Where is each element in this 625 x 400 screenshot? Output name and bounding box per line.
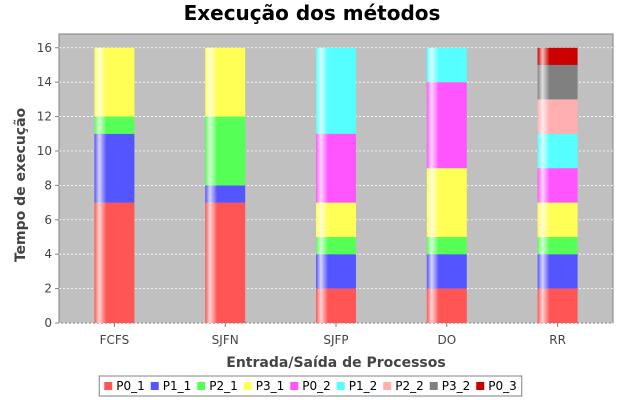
y-tick-label: 6 bbox=[44, 213, 52, 227]
legend-swatch bbox=[197, 382, 206, 390]
bar-segment-p2-1-sjfp bbox=[316, 236, 356, 255]
bar-segment-p1-1-fcfs bbox=[94, 133, 135, 203]
legend-item-label: P3_1 bbox=[256, 379, 285, 393]
bar-segment-p2-2-rr bbox=[537, 99, 578, 134]
bar-segment-p2-1-rr bbox=[537, 236, 578, 255]
legend-swatch bbox=[383, 382, 392, 390]
bar-segment-p0-3-rr bbox=[537, 47, 578, 65]
bar-segment-p3-2-rr bbox=[537, 64, 578, 100]
y-tick-label: 16 bbox=[37, 41, 52, 55]
legend-item-label: P2_1 bbox=[209, 379, 238, 393]
bar-segment-p3-1-rr bbox=[537, 202, 578, 237]
legend-swatch bbox=[429, 382, 438, 390]
y-tick-label: 2 bbox=[44, 282, 52, 296]
legend-item-label: P0_1 bbox=[116, 379, 145, 393]
bar-segment-p1-1-sjfp bbox=[316, 254, 356, 289]
y-tick-label: 0 bbox=[44, 316, 52, 330]
bar-segment-p0-2-do bbox=[426, 82, 467, 169]
bar-segment-p0-2-sjfp bbox=[316, 133, 356, 203]
bars bbox=[94, 47, 578, 323]
bar-segment-p1-2-rr bbox=[537, 133, 578, 169]
bar-segment-p3-1-do bbox=[426, 168, 467, 237]
legend-swatch bbox=[290, 382, 299, 390]
legend-item-label: P0_3 bbox=[488, 379, 517, 393]
legend-swatch bbox=[243, 382, 252, 390]
y-tick-label: 8 bbox=[44, 178, 52, 192]
legend-swatch bbox=[476, 382, 485, 390]
legend: P0_1 P1_1 P2_1 P3_1 P0_2 P1_2 P2_2 P3_2 P0_3 bbox=[98, 375, 523, 397]
y-axis-label: Tempo de execução bbox=[13, 107, 29, 262]
x-tick-label: RR bbox=[549, 333, 566, 347]
bar-segment-p2-1-sjfn bbox=[205, 116, 246, 186]
x-tick-label: DO bbox=[437, 333, 456, 347]
legend-swatch bbox=[150, 382, 159, 390]
bar-segment-p2-1-do bbox=[426, 236, 467, 255]
bar-segment-p1-2-sjfp bbox=[316, 47, 356, 134]
x-tick-label: SJFP bbox=[323, 333, 348, 347]
y-tick-label: 14 bbox=[37, 75, 52, 89]
y-tick-label: 4 bbox=[44, 247, 52, 261]
x-tick-label: SJFN bbox=[212, 333, 239, 347]
y-axis-ticks: 0 2 4 6 8 10 12 14 16 bbox=[37, 41, 59, 330]
bar-segment-p0-1-do bbox=[426, 288, 467, 323]
chart-title: Execução dos métodos bbox=[184, 1, 441, 25]
bar-segment-p0-2-rr bbox=[537, 168, 578, 203]
legend-item-label: P1_2 bbox=[349, 379, 378, 393]
bar-segment-p0-1-fcfs bbox=[94, 202, 135, 323]
x-axis-ticks: FCFS SJFN SJFP DO RR bbox=[100, 323, 566, 347]
bar-segment-p3-1-fcfs bbox=[94, 47, 135, 117]
legend-item-label: P0_2 bbox=[302, 379, 331, 393]
legend-item-label: P2_2 bbox=[395, 379, 424, 393]
bar-segment-p3-1-sjfn bbox=[205, 47, 246, 117]
x-tick-label: FCFS bbox=[100, 333, 130, 347]
bar-segment-p0-1-sjfp bbox=[316, 288, 356, 323]
bar-segment-p0-1-sjfn bbox=[205, 202, 246, 323]
bar-segment-p2-1-fcfs bbox=[94, 116, 135, 134]
y-tick-label: 10 bbox=[37, 144, 52, 158]
legend-item-label: P1_1 bbox=[163, 379, 192, 393]
bar-segment-p0-1-rr bbox=[537, 288, 578, 323]
y-tick-label: 12 bbox=[37, 110, 52, 124]
legend-item-label: P3_2 bbox=[442, 379, 471, 393]
legend-swatch bbox=[104, 382, 113, 390]
bar-segment-p3-1-sjfp bbox=[316, 202, 356, 237]
bar-segment-p1-2-do bbox=[426, 47, 467, 83]
bar-segment-p1-1-sjfn bbox=[205, 185, 246, 203]
legend-swatch bbox=[336, 382, 345, 390]
bar-segment-p1-1-rr bbox=[537, 254, 578, 289]
bar-segment-p1-1-do bbox=[426, 254, 467, 289]
x-axis-label: Entrada/Saída de Processos bbox=[226, 355, 445, 371]
legend-box bbox=[98, 375, 523, 397]
